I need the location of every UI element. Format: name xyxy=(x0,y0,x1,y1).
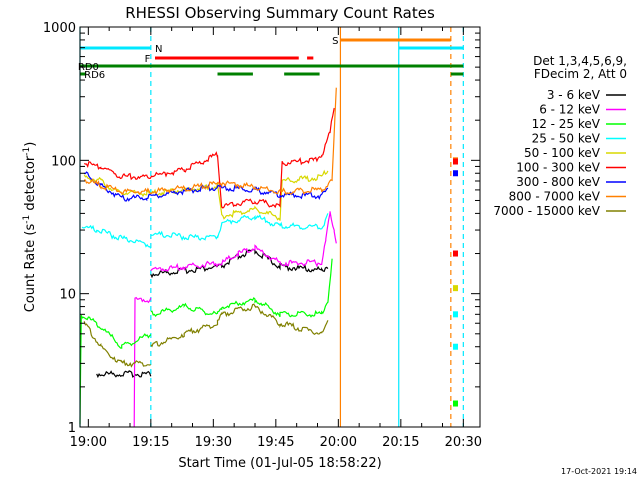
legend-label-1: 6 - 12 keV xyxy=(539,103,601,117)
x-tick-label-1945: 19:45 xyxy=(257,435,294,450)
after-gap-point-3 xyxy=(453,250,458,257)
y-axis-label-part-1: Count Rate (s xyxy=(23,224,38,313)
legend-header-line-2: FDecim 2, Att 0 xyxy=(534,67,627,81)
flag-label-s: S xyxy=(332,36,338,47)
y-axis-label-part-4: -1 xyxy=(22,147,32,156)
legend-label-6: 300 - 800 keV xyxy=(516,175,600,189)
series-8-segment-1 xyxy=(150,303,329,348)
x-tick-label-1930: 19:30 xyxy=(195,435,232,450)
series-5-segment-0 xyxy=(83,107,335,209)
series-3-segment-1 xyxy=(150,213,329,241)
series-0-segment-0 xyxy=(96,370,152,379)
series-2-segment-1 xyxy=(150,258,333,318)
y-axis-label-part-5: ) xyxy=(23,142,38,147)
series-1-segment-1 xyxy=(150,211,337,272)
flag-label-f: F xyxy=(145,54,151,65)
y-tick-label-1: 1 xyxy=(68,421,76,436)
legend-header-line-1: Det 1,3,4,5,6,9, xyxy=(533,54,627,68)
after-gap-point-7 xyxy=(453,400,458,407)
series-3-segment-0 xyxy=(81,224,152,249)
y-axis-label: Count Rate (s-1 detector-1) xyxy=(22,142,38,313)
footer-timestamp: 17-Oct-2021 19:14 xyxy=(561,467,637,476)
after-gap-point-1 xyxy=(453,158,458,165)
series-lines xyxy=(79,87,458,428)
x-tick-label-2000: 20:00 xyxy=(320,435,357,450)
y-axis-label-part-2: -1 xyxy=(22,215,32,224)
legend: Det 1,3,4,5,6,9, FDecim 2, Att 0 3 - 6 k… xyxy=(493,54,627,218)
legend-label-0: 3 - 6 keV xyxy=(547,88,601,102)
series-8-segment-0 xyxy=(83,321,151,368)
x-tick-label-2030: 20:30 xyxy=(445,435,482,450)
flag-label-rd6: RD6 xyxy=(84,70,105,81)
legend-label-7: 800 - 7000 keV xyxy=(509,190,601,204)
flag-label-n: N xyxy=(155,44,162,55)
y-tick-label-100: 100 xyxy=(51,154,76,169)
after-gap-point-6 xyxy=(453,343,458,350)
legend-label-5: 100 - 300 keV xyxy=(516,161,600,175)
x-tick-label-1915: 19:15 xyxy=(132,435,169,450)
x-tick-label-1900: 19:00 xyxy=(70,435,107,450)
chart-title: RHESSI Observing Summary Count Rates xyxy=(125,4,435,22)
x-axis-ticks: 19:00 19:15 19:30 19:45 20:00 20:15 20:30 xyxy=(70,27,482,450)
series-4-segment-0 xyxy=(83,169,329,221)
y-axis-label-part-3: detector xyxy=(23,155,38,215)
after-gap-point-5 xyxy=(453,311,458,318)
x-axis-label: Start Time (01-Jul-05 18:58:22) xyxy=(178,456,381,471)
series-1-segment-0 xyxy=(133,296,152,428)
legend-label-3: 25 - 50 keV xyxy=(532,132,601,146)
legend-label-2: 12 - 25 keV xyxy=(532,117,601,131)
series-7-segment-0 xyxy=(84,87,337,196)
legend-label-4: 50 - 100 keV xyxy=(524,146,601,160)
y-axis-ticks: 1 10 100 1000 xyxy=(43,21,480,436)
flag-label-rd0: RD0 xyxy=(78,62,99,73)
series-2-segment-0 xyxy=(79,315,152,425)
after-gap-point-4 xyxy=(453,285,458,292)
legend-label-8: 7000 - 15000 keV xyxy=(493,204,600,218)
plot-frame xyxy=(79,26,481,428)
y-tick-label-1000: 1000 xyxy=(43,21,76,36)
after-gap-point-2 xyxy=(453,170,458,177)
y-tick-label-10: 10 xyxy=(59,288,76,303)
x-tick-label-2015: 20:15 xyxy=(382,435,419,450)
